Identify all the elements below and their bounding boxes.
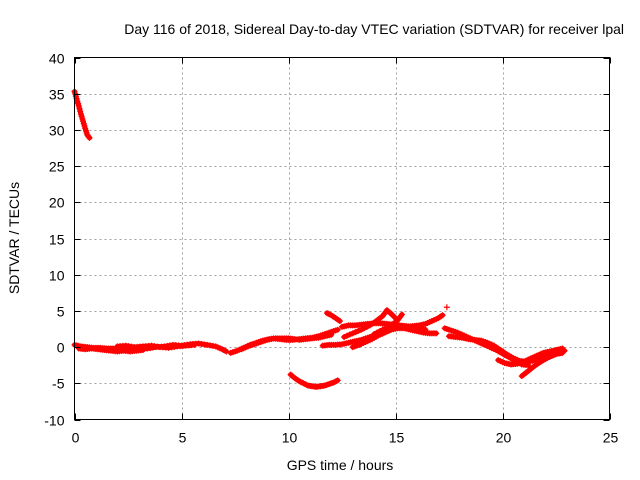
chart-title: Day 116 of 2018, Sidereal Day-to-day VTE… xyxy=(124,21,624,37)
series-arc-bump xyxy=(324,310,343,325)
x-tick-label: 5 xyxy=(179,430,187,446)
plot-frame xyxy=(74,57,610,420)
series-arc-morning-d xyxy=(135,340,230,355)
y-tick-label: 5 xyxy=(57,304,65,320)
axes: 0 5 10 15 20 25 -10 -5 0 5 10 15 20 25 30 35 40 xyxy=(44,51,618,446)
series-arc-afternoon-e xyxy=(371,311,405,338)
series-arc-dip xyxy=(287,371,341,390)
grid-lines xyxy=(74,57,610,420)
series-arc-evening-c xyxy=(495,345,566,368)
data-point xyxy=(75,103,82,110)
x-tick-label: 10 xyxy=(282,430,298,446)
data-point xyxy=(334,377,341,384)
data-point xyxy=(341,333,348,340)
y-tick-label: 0 xyxy=(57,340,65,356)
y-tick-label: 20 xyxy=(49,195,65,211)
data-point xyxy=(336,318,343,325)
x-tick-label: 20 xyxy=(496,430,512,446)
data-point xyxy=(439,312,446,319)
data-point xyxy=(352,329,359,336)
data-series xyxy=(71,88,568,390)
y-tick-label: 30 xyxy=(49,123,65,139)
data-point xyxy=(355,327,362,334)
data-point xyxy=(76,105,83,112)
data-point xyxy=(85,133,92,140)
series-isolated xyxy=(443,304,450,311)
x-axis-label: GPS time / hours xyxy=(287,457,394,473)
data-point xyxy=(223,348,230,355)
data-point xyxy=(561,347,568,354)
x-tick-label: 25 xyxy=(603,430,619,446)
y-tick-label: 25 xyxy=(49,159,65,175)
data-point xyxy=(343,332,350,339)
data-point xyxy=(334,326,341,333)
data-point xyxy=(349,330,356,337)
data-point xyxy=(77,108,84,115)
data-point xyxy=(346,331,353,338)
y-tick-label: 15 xyxy=(49,232,65,248)
y-tick-label: 10 xyxy=(49,268,65,284)
data-point xyxy=(328,331,335,338)
x-tick-label: 15 xyxy=(389,430,405,446)
y-tick-label: 35 xyxy=(49,87,65,103)
data-point xyxy=(443,304,450,311)
y-tick-label: 40 xyxy=(49,51,65,67)
series-arc-evening-d xyxy=(518,347,568,380)
y-axis-label: SDTVAR / TECUs xyxy=(6,182,22,294)
series-arc-morning-b xyxy=(75,345,146,355)
y-tick-label: -5 xyxy=(52,376,65,392)
data-point xyxy=(86,134,93,141)
x-tick-label: 0 xyxy=(72,430,80,446)
series-arc-early-decay xyxy=(71,88,93,141)
data-point xyxy=(398,311,405,318)
series-arc-midday-c xyxy=(296,331,335,343)
data-point xyxy=(433,330,440,337)
y-tick-label: -10 xyxy=(44,413,64,429)
